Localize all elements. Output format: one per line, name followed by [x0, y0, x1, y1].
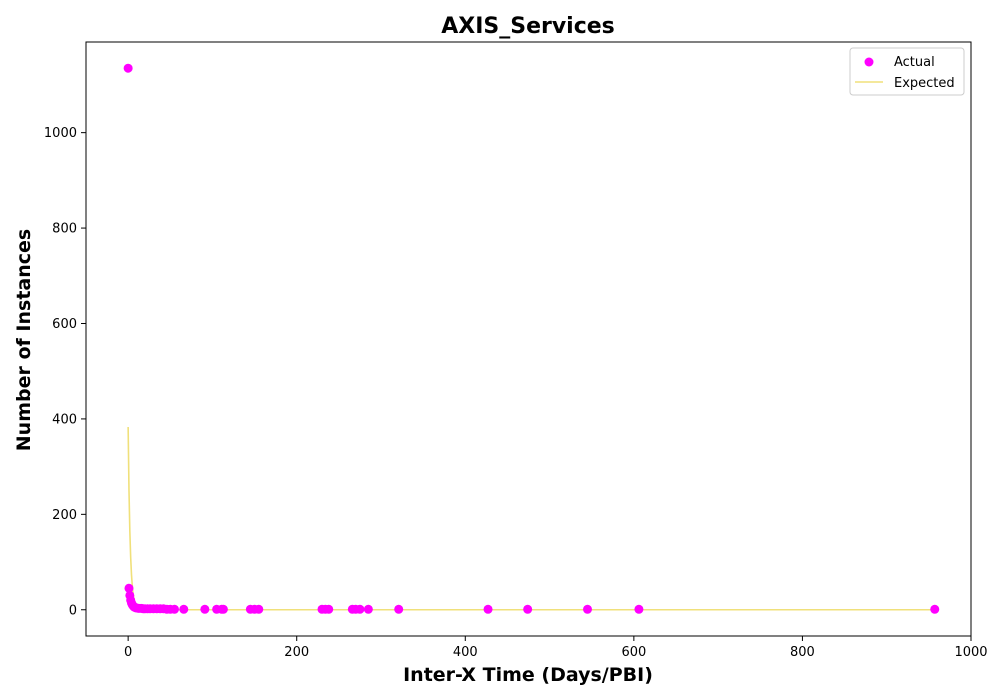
- actual-data-point: [123, 63, 133, 73]
- x-axis-label: Inter-X Time (Days/PBI): [403, 664, 653, 686]
- legend: Actual Expected: [849, 47, 965, 96]
- x-tick-label: 200: [284, 645, 309, 660]
- legend-actual-label: Actual: [894, 55, 935, 70]
- actual-data-point: [179, 604, 189, 614]
- y-tick-label: 1000: [44, 126, 77, 141]
- actual-data-point: [523, 604, 533, 614]
- y-tick-label: 800: [52, 222, 77, 237]
- legend-expected-label: Expected: [894, 76, 955, 91]
- y-axis-label: Number of Instances: [13, 229, 35, 451]
- y-tick-label: 600: [52, 317, 77, 332]
- actual-data-point: [324, 604, 334, 614]
- x-tick-label: 1000: [954, 645, 987, 660]
- x-axis-ticks: 0 200 400 600 800 1000: [124, 636, 988, 660]
- legend-actual-marker: [864, 57, 874, 67]
- actual-data-point: [170, 604, 179, 614]
- y-tick-label: 200: [52, 508, 77, 523]
- y-tick-label: 400: [52, 412, 77, 427]
- actual-data-point: [363, 604, 373, 614]
- actual-data-point: [200, 604, 210, 614]
- actual-data-point: [254, 604, 264, 614]
- x-tick-label: 400: [453, 645, 478, 660]
- actual-data-point: [634, 604, 644, 614]
- actual-data-point: [394, 604, 404, 614]
- actual-data-point: [124, 583, 134, 593]
- chart-title: AXIS_Services: [441, 14, 615, 39]
- actual-data-point: [930, 604, 940, 614]
- x-tick-label: 600: [621, 645, 646, 660]
- legend-box: [849, 47, 965, 96]
- plot-marks: [123, 63, 940, 614]
- actual-data-point: [218, 604, 228, 614]
- y-tick-label: 0: [69, 603, 77, 618]
- x-tick-label: 800: [790, 645, 815, 660]
- plot-frame: [85, 41, 972, 637]
- actual-data-point: [583, 604, 592, 614]
- actual-data-point: [355, 604, 365, 614]
- x-tick-label: 0: [124, 645, 132, 660]
- plot-area: [85, 41, 972, 637]
- y-axis-ticks: 0 200 400 600 800 1000: [44, 126, 86, 618]
- actual-data-point: [483, 604, 493, 614]
